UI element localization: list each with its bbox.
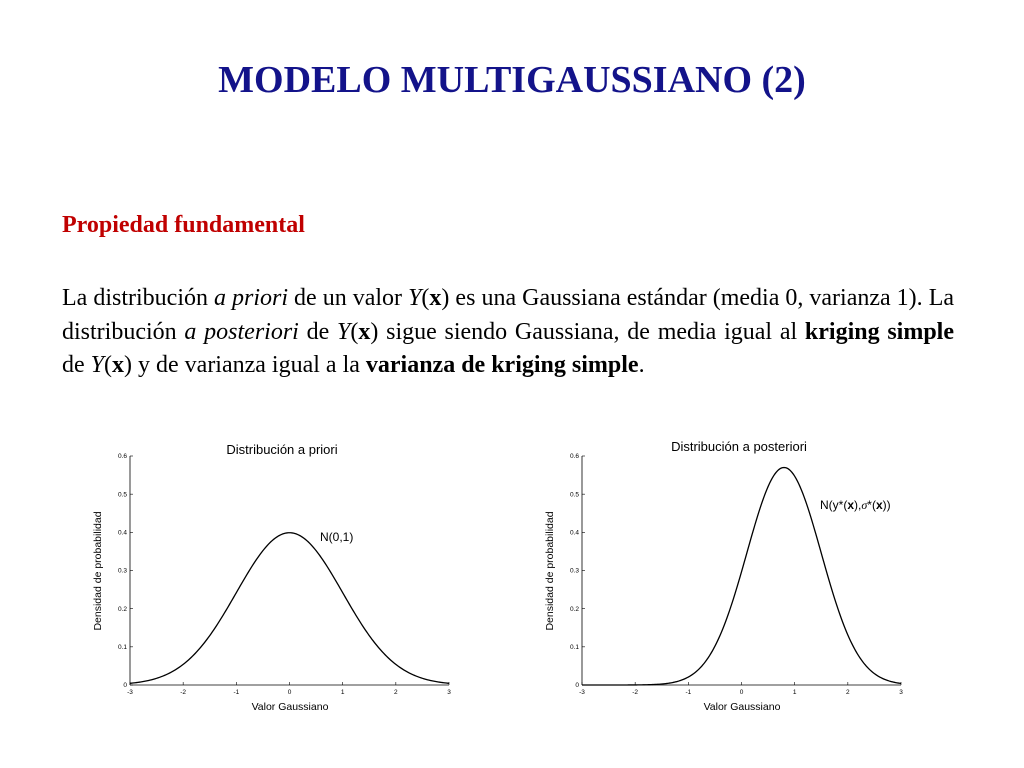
slide-title: MODELO MULTIGAUSSIANO (2)	[218, 59, 806, 101]
y-axis-label: Densidad de probabilidad	[92, 511, 104, 630]
text-run: (	[421, 285, 430, 311]
x-tick-label: -3	[127, 689, 133, 696]
y-tick-label: 0	[575, 682, 579, 689]
curve-annotation: N(y*(x),σ*(x))	[820, 498, 891, 512]
density-curve	[129, 532, 450, 684]
x-tick-label: -2	[632, 689, 638, 696]
x-tick-label: -2	[180, 689, 186, 696]
section-subheading: Propiedad fundamental	[62, 212, 305, 238]
x-axis-label: Valor Gaussiano	[252, 701, 329, 713]
chart-title: Distribución a posteriori	[671, 439, 807, 454]
x-tick-label: 1	[341, 689, 345, 696]
y-tick-label: 0.1	[570, 644, 579, 651]
y-tick-label: 0.2	[118, 606, 127, 613]
x-tick-label: 3	[447, 689, 451, 696]
text-run: de un valor	[288, 285, 409, 311]
annotation-part: ),	[854, 498, 861, 512]
text-italic: Y	[90, 352, 105, 378]
text-italic: a posteriori	[184, 318, 299, 345]
text-run: (	[350, 318, 359, 345]
text-run: .	[638, 352, 645, 378]
density-curve	[582, 466, 902, 686]
annotation-part: N(y*(	[820, 498, 847, 512]
x-axis-label: Valor Gaussiano	[704, 701, 781, 713]
posterior-distribution-chart: Distribución a posteriori Densidad de pr…	[544, 439, 903, 713]
y-tick-label: 0.3	[570, 568, 579, 575]
y-tick-label: 0.1	[118, 644, 127, 651]
text-italic: Y	[408, 285, 422, 311]
text-run: de	[298, 318, 337, 345]
x-tick-label: 2	[394, 689, 398, 696]
y-tick-label: 0.4	[570, 530, 579, 537]
text-run: La distribución	[62, 285, 214, 311]
annotation-part: x	[847, 498, 854, 512]
x-tick-label: 1	[793, 689, 797, 696]
plot-area: -3 -2 -1 0 1 2 3 0 0.1 0.2 0.3 0.4 0.5 0.6	[570, 453, 903, 696]
y-tick-label: 0.4	[118, 530, 127, 537]
x-tick-label: -3	[579, 689, 585, 696]
text-run: ) y de varianza igual a la	[124, 352, 366, 378]
text-run: (	[104, 352, 113, 378]
x-tick-label: 3	[899, 689, 903, 696]
x-tick-label: 0	[288, 689, 292, 696]
text-run: de	[62, 352, 91, 378]
annotation-part: σ	[861, 498, 868, 512]
prior-distribution-chart: Distribución a priori Densidad de probab…	[92, 442, 451, 713]
y-tick-label: 0.2	[570, 606, 579, 613]
text-bold: x	[112, 352, 125, 378]
y-axis-label: Densidad de probabilidad	[544, 511, 556, 630]
text-bold: x	[358, 318, 371, 345]
y-tick-label: 0	[123, 682, 127, 689]
annotation-part: ))	[883, 498, 891, 512]
body-paragraph: La distribución a priori de un valor Y(x…	[62, 282, 954, 383]
curve-annotation: N(0,1)	[320, 530, 353, 544]
text-bold: kriging simple	[804, 318, 955, 345]
text-run: ) sigue siendo Gaussiana, de media igual…	[370, 318, 805, 345]
x-tick-label: -1	[685, 689, 691, 696]
y-tick-label: 0.6	[118, 453, 127, 460]
y-tick-label: 0.5	[118, 491, 127, 498]
text-italic: a priori	[214, 285, 289, 311]
text-bold: x	[429, 285, 442, 311]
y-tick-label: 0.5	[570, 491, 579, 498]
x-tick-label: 0	[740, 689, 744, 696]
text-run: ) es una Gaussiana estándar (media 0, va…	[62, 285, 954, 345]
y-tick-label: 0.6	[570, 453, 579, 460]
annotation-part: *(	[867, 498, 876, 512]
annotation-part: x	[876, 498, 883, 512]
chart-title: Distribución a priori	[226, 442, 337, 457]
text-italic: Y	[337, 318, 351, 345]
x-tick-label: 2	[846, 689, 850, 696]
text-bold: varianza de kriging simple	[365, 352, 639, 378]
x-tick-label: -1	[233, 689, 239, 696]
y-tick-label: 0.3	[118, 568, 127, 575]
plot-area: -3 -2 -1 0 1 2 3 0 0.1 0.2 0.3 0.4 0.5 0.6	[118, 453, 451, 696]
